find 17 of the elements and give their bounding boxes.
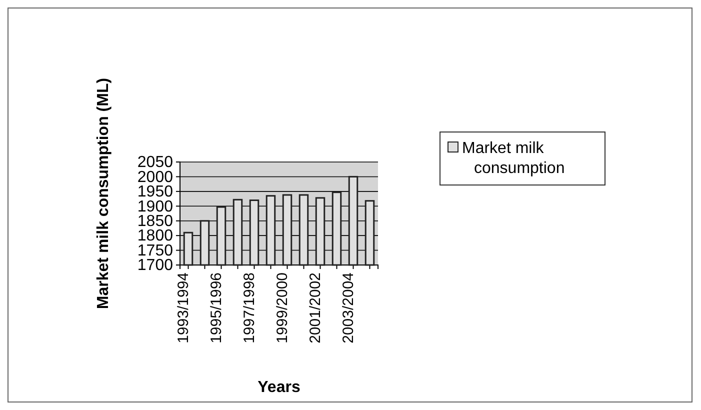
x-tick-label: 2003/2004 <box>340 272 357 344</box>
x-tick-label: 1999/2000 <box>274 272 291 344</box>
y-tick-label: 1800 <box>137 228 174 245</box>
x-tick-label: 1995/1996 <box>208 272 225 344</box>
y-tick-label: 1700 <box>137 257 174 274</box>
y-tick-label: 2050 <box>137 154 174 172</box>
y-tick-label: 1750 <box>137 242 174 260</box>
y-tick-label: 1850 <box>137 212 174 230</box>
y-axis-title: Market milk consumption (ML) <box>95 78 112 310</box>
x-tick-label: 1997/1998 <box>240 272 258 344</box>
y-tick-label: 2000 <box>137 168 174 186</box>
x-tick-label: 2001/2002 <box>306 272 324 344</box>
y-tick-label: 1900 <box>137 198 174 216</box>
x-axis-title: Years <box>258 379 300 396</box>
legend-label: Market milk consumption <box>462 140 565 177</box>
y-tick-label: 1950 <box>137 184 174 201</box>
x-tick-label: 1993/1994 <box>174 272 192 344</box>
